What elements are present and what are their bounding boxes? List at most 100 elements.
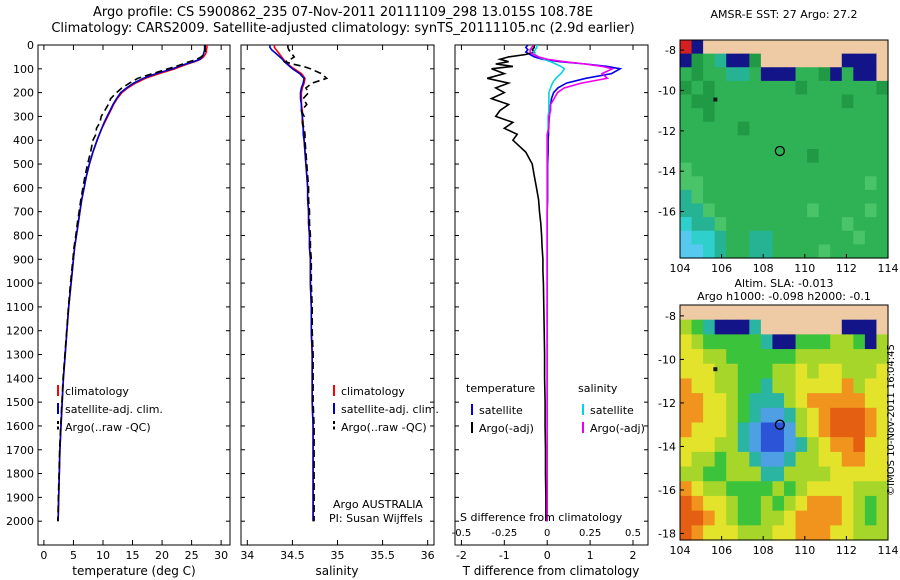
legend-label-s-argo: Argo(-adj) [590,422,645,435]
map-cell [726,495,739,512]
map-cell [830,176,843,191]
pi-annotation: PI: Susan Wijffels [329,512,423,525]
map-cell [795,94,808,109]
map-cell [818,466,831,482]
y-tick-label: 900 [13,253,34,266]
map-cell [830,40,843,55]
map-cell [841,162,854,177]
map-cell [772,40,785,55]
map-cell [680,149,693,164]
map-cell [818,53,831,68]
map-cell [737,451,750,468]
map-cell [703,305,716,321]
map-cell [784,176,797,191]
map-cell [691,40,704,55]
legend-label-satellite-adj: satellite-adj. clim. [65,403,163,416]
map-cell [691,94,704,109]
map-cell [807,305,820,321]
map-cell [818,451,831,468]
map-cell [772,393,785,409]
y-tick-label: -16 [658,484,676,497]
map-cell [760,162,774,177]
map-cell [830,495,843,512]
map-cell [807,80,820,96]
map-cell [784,94,797,109]
map-cell [818,437,831,453]
map-cell [830,422,843,438]
x-tick-label: 112 [836,544,857,557]
map-cell [772,305,785,321]
map-cell [841,244,854,259]
map-cell [703,510,716,526]
map-cell [795,162,808,177]
map-cell [691,230,704,245]
map-cell [795,217,808,232]
map-cell [680,378,693,394]
map-cell [726,407,739,424]
map-cell [853,319,866,335]
map-cell [726,378,739,394]
map-cell [772,466,785,482]
map-cell [749,481,762,497]
map-cell [853,422,866,438]
map-cell [830,510,843,526]
map-cell [853,176,866,191]
map-cell [703,217,716,232]
map-cell [703,334,716,350]
map-cell [841,349,854,365]
map-cell [841,319,854,335]
map-cell [737,80,750,96]
map-cell [760,451,774,468]
map-cell [772,363,785,380]
map-cell [691,437,704,453]
x-tick-label: 112 [836,262,857,275]
y-tick-label: 1700 [6,444,34,457]
map-cell [737,363,750,380]
map-cell [703,80,716,96]
map-cell [691,510,704,526]
map-cell [876,203,889,218]
map-cell [864,176,878,191]
map-cell [714,94,727,109]
map-cell [749,244,762,259]
map-cell [830,244,843,259]
map-cell [726,80,739,96]
map-cell [680,121,693,136]
map-cell [737,217,750,232]
map-cell [818,510,831,526]
map-cell [691,217,704,232]
map-cell [853,510,866,526]
map-cell [749,305,762,321]
map-cell [841,176,854,191]
map-cell [864,334,878,350]
map-cell [749,162,762,177]
map-cell [876,121,889,136]
map-cell [830,349,843,365]
axes-box [679,39,889,259]
map-cell [853,363,866,380]
map-cell [703,108,716,123]
map-cell [760,149,774,164]
map-cell [680,334,693,350]
map-cell [726,135,739,150]
map-cell [772,510,785,526]
sdiff-axis-label: S difference from climatology [460,511,623,524]
map-cell [784,393,797,409]
map-cell [784,135,797,150]
map-cell [830,121,843,136]
map-cell [818,67,831,82]
map-cell [795,437,808,453]
map-cell [876,481,889,497]
map-cell [853,40,866,55]
map-cell [853,305,866,321]
map-cell [864,349,878,365]
series-salinity-argo-adj- [529,45,615,522]
map-cell [691,363,704,380]
map-cell [830,108,843,123]
map-cell [714,230,727,245]
map-cell [864,230,878,245]
map-cell [853,67,866,82]
map-cell [864,466,878,482]
x-tick-label: 36 [421,549,435,562]
map-cell [680,422,693,438]
